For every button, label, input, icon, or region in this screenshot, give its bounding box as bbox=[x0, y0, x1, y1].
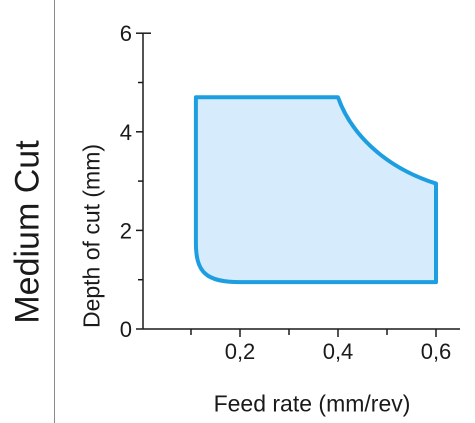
x-axis-label: Feed rate (mm/rev) bbox=[213, 390, 411, 417]
panel-divider bbox=[54, 0, 55, 423]
x-tick-label: 0,2 bbox=[225, 339, 256, 364]
x-tick-label: 0,4 bbox=[323, 339, 354, 364]
x-tick-label: 0,6 bbox=[421, 339, 452, 364]
y-tick-label: 4 bbox=[120, 120, 132, 145]
y-tick-label: 2 bbox=[120, 218, 132, 243]
application-region bbox=[193, 95, 438, 285]
y-tick-label: 0 bbox=[120, 317, 132, 342]
y-tick-label: 6 bbox=[120, 21, 132, 46]
